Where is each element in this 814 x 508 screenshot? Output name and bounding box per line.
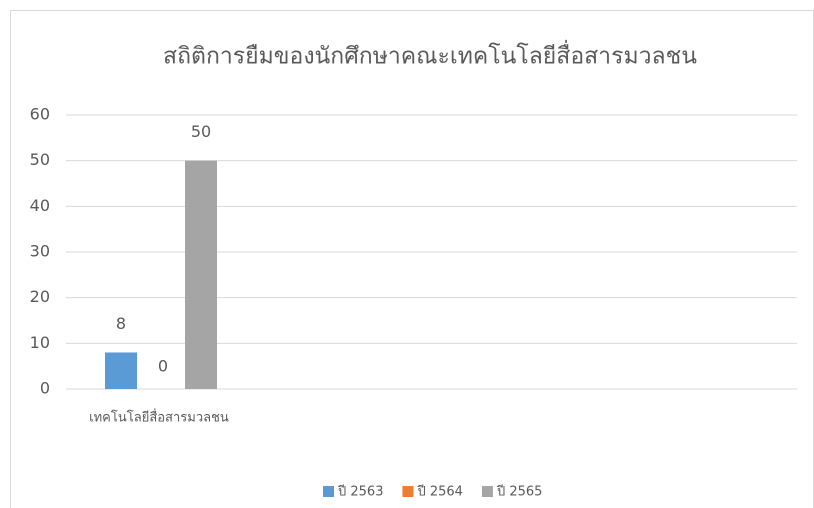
y-tick-label: 10 [30, 333, 50, 352]
legend-swatch [402, 486, 413, 497]
legend-label: ปี 2564 [416, 484, 462, 500]
y-tick-label: 40 [30, 196, 50, 215]
legend-label: ปี 2563 [337, 484, 383, 500]
chart: สถิติการยืมของนักศึกษาคณะเทคโนโลยีสื่อสา… [0, 0, 814, 508]
legend-label: ปี 2565 [496, 484, 542, 500]
y-tick-label: 50 [30, 150, 50, 169]
y-tick-label: 20 [30, 287, 50, 306]
data-label: 0 [158, 357, 168, 376]
x-tick-label: เทคโนโลยีสื่อสารมวลชน [89, 409, 229, 426]
chart-frame [11, 11, 814, 508]
data-label: 50 [191, 122, 211, 141]
bar [185, 161, 217, 389]
data-label: 8 [116, 314, 126, 333]
chart-title: สถิติการยืมของนักศึกษาคณะเทคโนโลยีสื่อสา… [163, 40, 697, 70]
legend-swatch [482, 486, 493, 497]
legend-swatch [323, 486, 334, 497]
y-tick-label: 60 [30, 105, 50, 124]
y-tick-label: 0 [40, 379, 50, 398]
y-tick-label: 30 [30, 242, 50, 261]
bar [105, 352, 137, 389]
